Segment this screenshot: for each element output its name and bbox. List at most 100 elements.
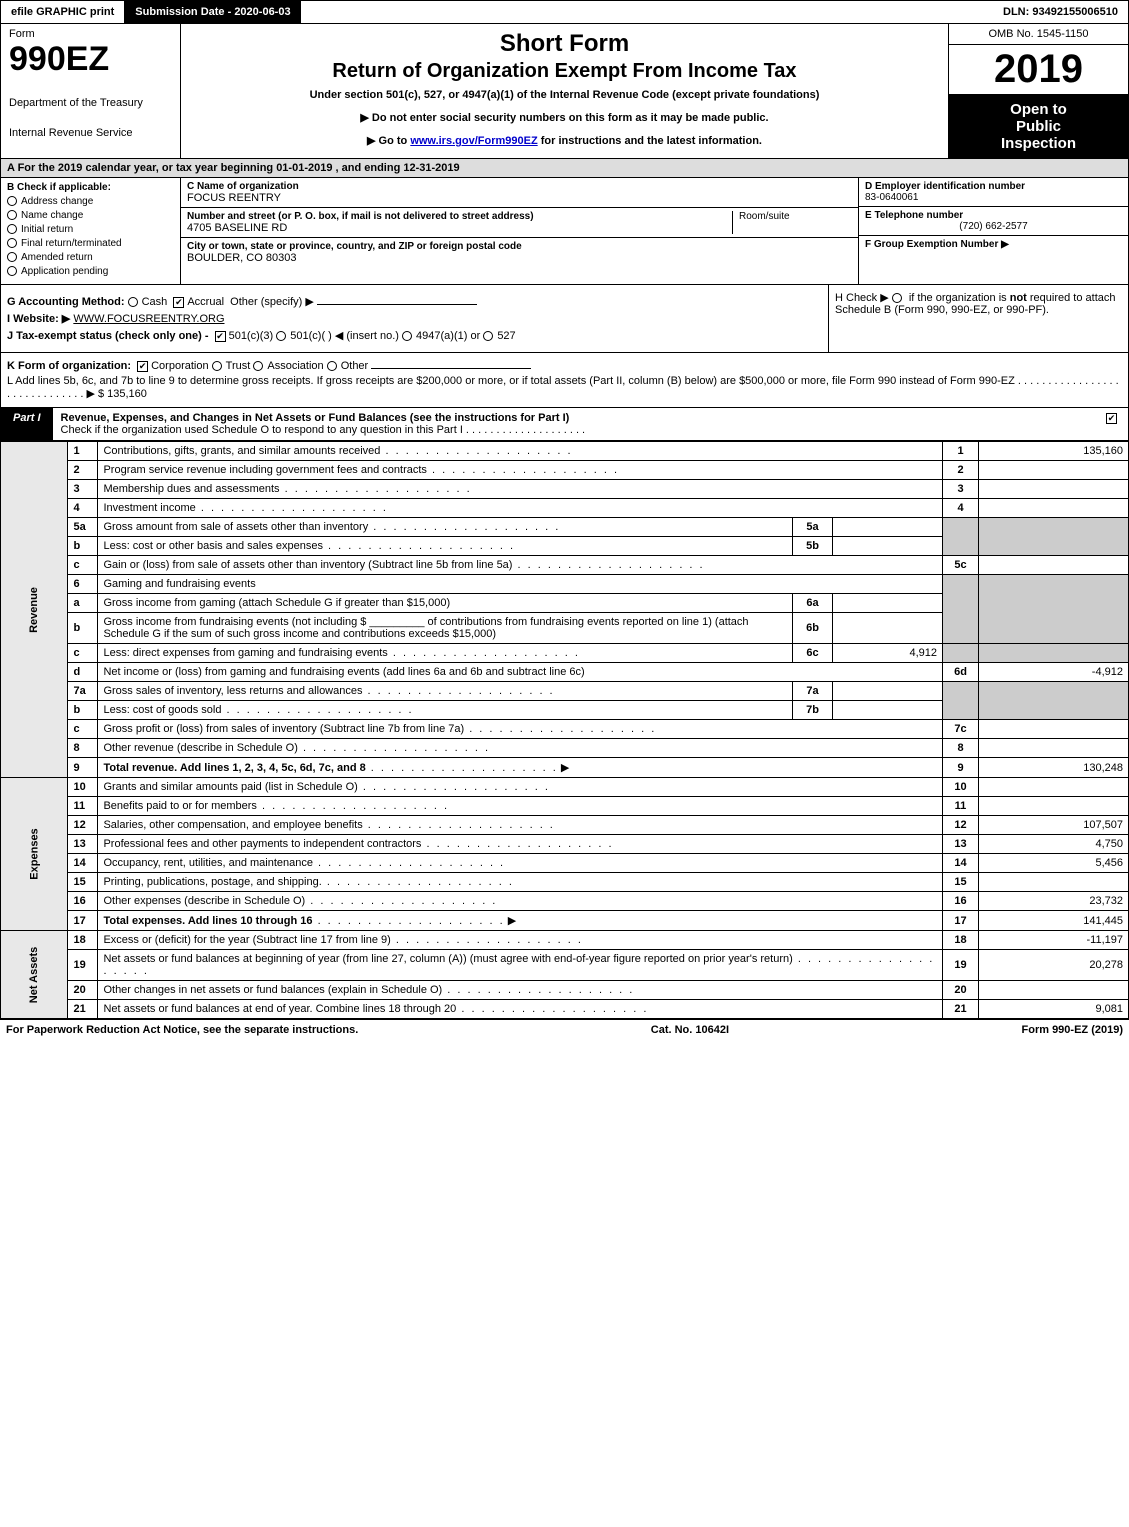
line-11-lncol: 11 bbox=[943, 797, 979, 816]
note-goto-pre: ▶ Go to bbox=[367, 135, 410, 147]
g-cash-radio[interactable] bbox=[128, 297, 138, 307]
subtitle-section: Under section 501(c), 527, or 4947(a)(1)… bbox=[191, 89, 938, 101]
check-amended-return[interactable]: Amended return bbox=[7, 252, 174, 263]
line-6d-lncol: 6d bbox=[943, 663, 979, 682]
k-trust-radio[interactable] bbox=[212, 361, 222, 371]
line-7c-desc: Gross profit or (loss) from sales of inv… bbox=[98, 720, 943, 739]
line-10-amount bbox=[979, 778, 1129, 797]
g-label: G Accounting Method: bbox=[7, 296, 125, 308]
k-assoc: Association bbox=[267, 360, 323, 372]
footer-catno: Cat. No. 10642I bbox=[651, 1024, 729, 1036]
k-other-input[interactable] bbox=[371, 368, 531, 369]
j-4947-radio[interactable] bbox=[402, 331, 412, 341]
k-row: K Form of organization: Corporation Trus… bbox=[7, 360, 1122, 372]
section-def: D Employer identification number 83-0640… bbox=[858, 178, 1128, 284]
line-2-amount bbox=[979, 461, 1129, 480]
line-5a-subnum: 5a bbox=[793, 518, 833, 537]
line-12-num: 12 bbox=[68, 816, 98, 835]
submission-date-button[interactable]: Submission Date - 2020-06-03 bbox=[125, 1, 300, 23]
k-assoc-radio[interactable] bbox=[253, 361, 263, 371]
dln-label: DLN: 93492155006510 bbox=[993, 2, 1128, 22]
h-not: not bbox=[1010, 292, 1027, 304]
part-i-header: Part I Revenue, Expenses, and Changes in… bbox=[0, 408, 1129, 441]
h-check[interactable] bbox=[892, 293, 902, 303]
i-row: I Website: ▶ WWW.FOCUSREENTRY.ORG bbox=[7, 312, 822, 325]
line-18-lncol: 18 bbox=[943, 931, 979, 950]
line-16-amount: 23,732 bbox=[979, 892, 1129, 911]
line-8-num: 8 bbox=[68, 739, 98, 758]
section-ghij: G Accounting Method: Cash Accrual Other … bbox=[0, 285, 1129, 353]
line-17-arrow: ▶ bbox=[508, 915, 516, 927]
part-i-tag: Part I bbox=[1, 408, 53, 440]
open-line2: Public bbox=[953, 118, 1124, 135]
page-footer: For Paperwork Reduction Act Notice, see … bbox=[0, 1019, 1129, 1040]
g-cash-text: Cash bbox=[142, 296, 168, 308]
line-5a-num: 5a bbox=[68, 518, 98, 537]
addr-label: Number and street (or P. O. box, if mail… bbox=[187, 211, 732, 222]
line-10-lncol: 10 bbox=[943, 778, 979, 797]
line-13-num: 13 bbox=[68, 835, 98, 854]
j-527-text: 527 bbox=[497, 330, 515, 342]
line-18-num: 18 bbox=[68, 931, 98, 950]
j-501c-radio[interactable] bbox=[276, 331, 286, 341]
line-1-amount: 135,160 bbox=[979, 442, 1129, 461]
k-corp-check[interactable] bbox=[137, 361, 148, 372]
check-application-pending[interactable]: Application pending bbox=[7, 266, 174, 277]
note-ssn: ▶ Do not enter social security numbers o… bbox=[191, 111, 938, 124]
form-header-left: Form 990EZ Department of the Treasury In… bbox=[1, 24, 181, 158]
line-1-desc: Contributions, gifts, grants, and simila… bbox=[98, 442, 943, 461]
line-9-num: 9 bbox=[68, 758, 98, 778]
addr-value: 4705 BASELINE RD bbox=[187, 222, 732, 234]
j-527-radio[interactable] bbox=[483, 331, 493, 341]
j-501c3-check[interactable] bbox=[215, 331, 226, 342]
line-10-desc: Grants and similar amounts paid (list in… bbox=[98, 778, 943, 797]
line-6b-subnum: 6b bbox=[793, 613, 833, 644]
efile-print-button[interactable]: efile GRAPHIC print bbox=[1, 1, 125, 23]
g-other-input[interactable] bbox=[317, 304, 477, 305]
line-17-num: 17 bbox=[68, 911, 98, 931]
line-17-lncol: 17 bbox=[943, 911, 979, 931]
line-5a-desc: Gross amount from sale of assets other t… bbox=[98, 518, 793, 537]
form-header-right: OMB No. 1545-1150 2019 Open to Public In… bbox=[948, 24, 1128, 158]
line-3-num: 3 bbox=[68, 480, 98, 499]
opt-initial-return: Initial return bbox=[21, 224, 73, 235]
website-link[interactable]: WWW.FOCUSREENTRY.ORG bbox=[73, 313, 224, 325]
line-5c-num: c bbox=[68, 556, 98, 575]
note-goto: ▶ Go to www.irs.gov/Form990EZ for instru… bbox=[191, 134, 938, 147]
section-b: B Check if applicable: Address change Na… bbox=[1, 178, 181, 284]
check-address-change[interactable]: Address change bbox=[7, 196, 174, 207]
check-name-change[interactable]: Name change bbox=[7, 210, 174, 221]
k-label: K Form of organization: bbox=[7, 360, 131, 372]
h-text2: if the organization is bbox=[909, 292, 1010, 304]
line-19-lncol: 19 bbox=[943, 950, 979, 981]
part-i-title: Revenue, Expenses, and Changes in Net As… bbox=[61, 412, 570, 424]
line-6c-grey-amt bbox=[979, 644, 1129, 663]
expenses-side-label: Expenses bbox=[1, 778, 68, 931]
line-6-desc: Gaming and fundraising events bbox=[98, 575, 943, 594]
j-4947-text: 4947(a)(1) or bbox=[416, 330, 480, 342]
check-initial-return[interactable]: Initial return bbox=[7, 224, 174, 235]
line-3-amount bbox=[979, 480, 1129, 499]
irs-link[interactable]: www.irs.gov/Form990EZ bbox=[410, 135, 537, 147]
line-14-amount: 5,456 bbox=[979, 854, 1129, 873]
line-4-lncol: 4 bbox=[943, 499, 979, 518]
line-6a-desc: Gross income from gaming (attach Schedul… bbox=[98, 594, 793, 613]
line-12-lncol: 12 bbox=[943, 816, 979, 835]
line-6d-desc: Net income or (loss) from gaming and fun… bbox=[98, 663, 943, 682]
line-5ab-grey-amt bbox=[979, 518, 1129, 556]
line-18-desc: Excess or (deficit) for the year (Subtra… bbox=[98, 931, 943, 950]
k-other-radio[interactable] bbox=[327, 361, 337, 371]
line-21-lncol: 21 bbox=[943, 1000, 979, 1019]
j-row: J Tax-exempt status (check only one) - 5… bbox=[7, 329, 822, 342]
g-accrual-check[interactable] bbox=[173, 297, 184, 308]
line-6-num: 6 bbox=[68, 575, 98, 594]
check-final-return[interactable]: Final return/terminated bbox=[7, 238, 174, 249]
line-6b-num: b bbox=[68, 613, 98, 644]
line-9-arrow: ▶ bbox=[561, 762, 569, 774]
top-bar: efile GRAPHIC print Submission Date - 20… bbox=[0, 0, 1129, 24]
part-i-schedule-o-check[interactable] bbox=[1106, 413, 1117, 424]
form-number: 990EZ bbox=[9, 40, 172, 79]
line-3-lncol: 3 bbox=[943, 480, 979, 499]
lines-table: Revenue 1 Contributions, gifts, grants, … bbox=[0, 441, 1129, 1019]
line-5b-subval bbox=[833, 537, 943, 556]
